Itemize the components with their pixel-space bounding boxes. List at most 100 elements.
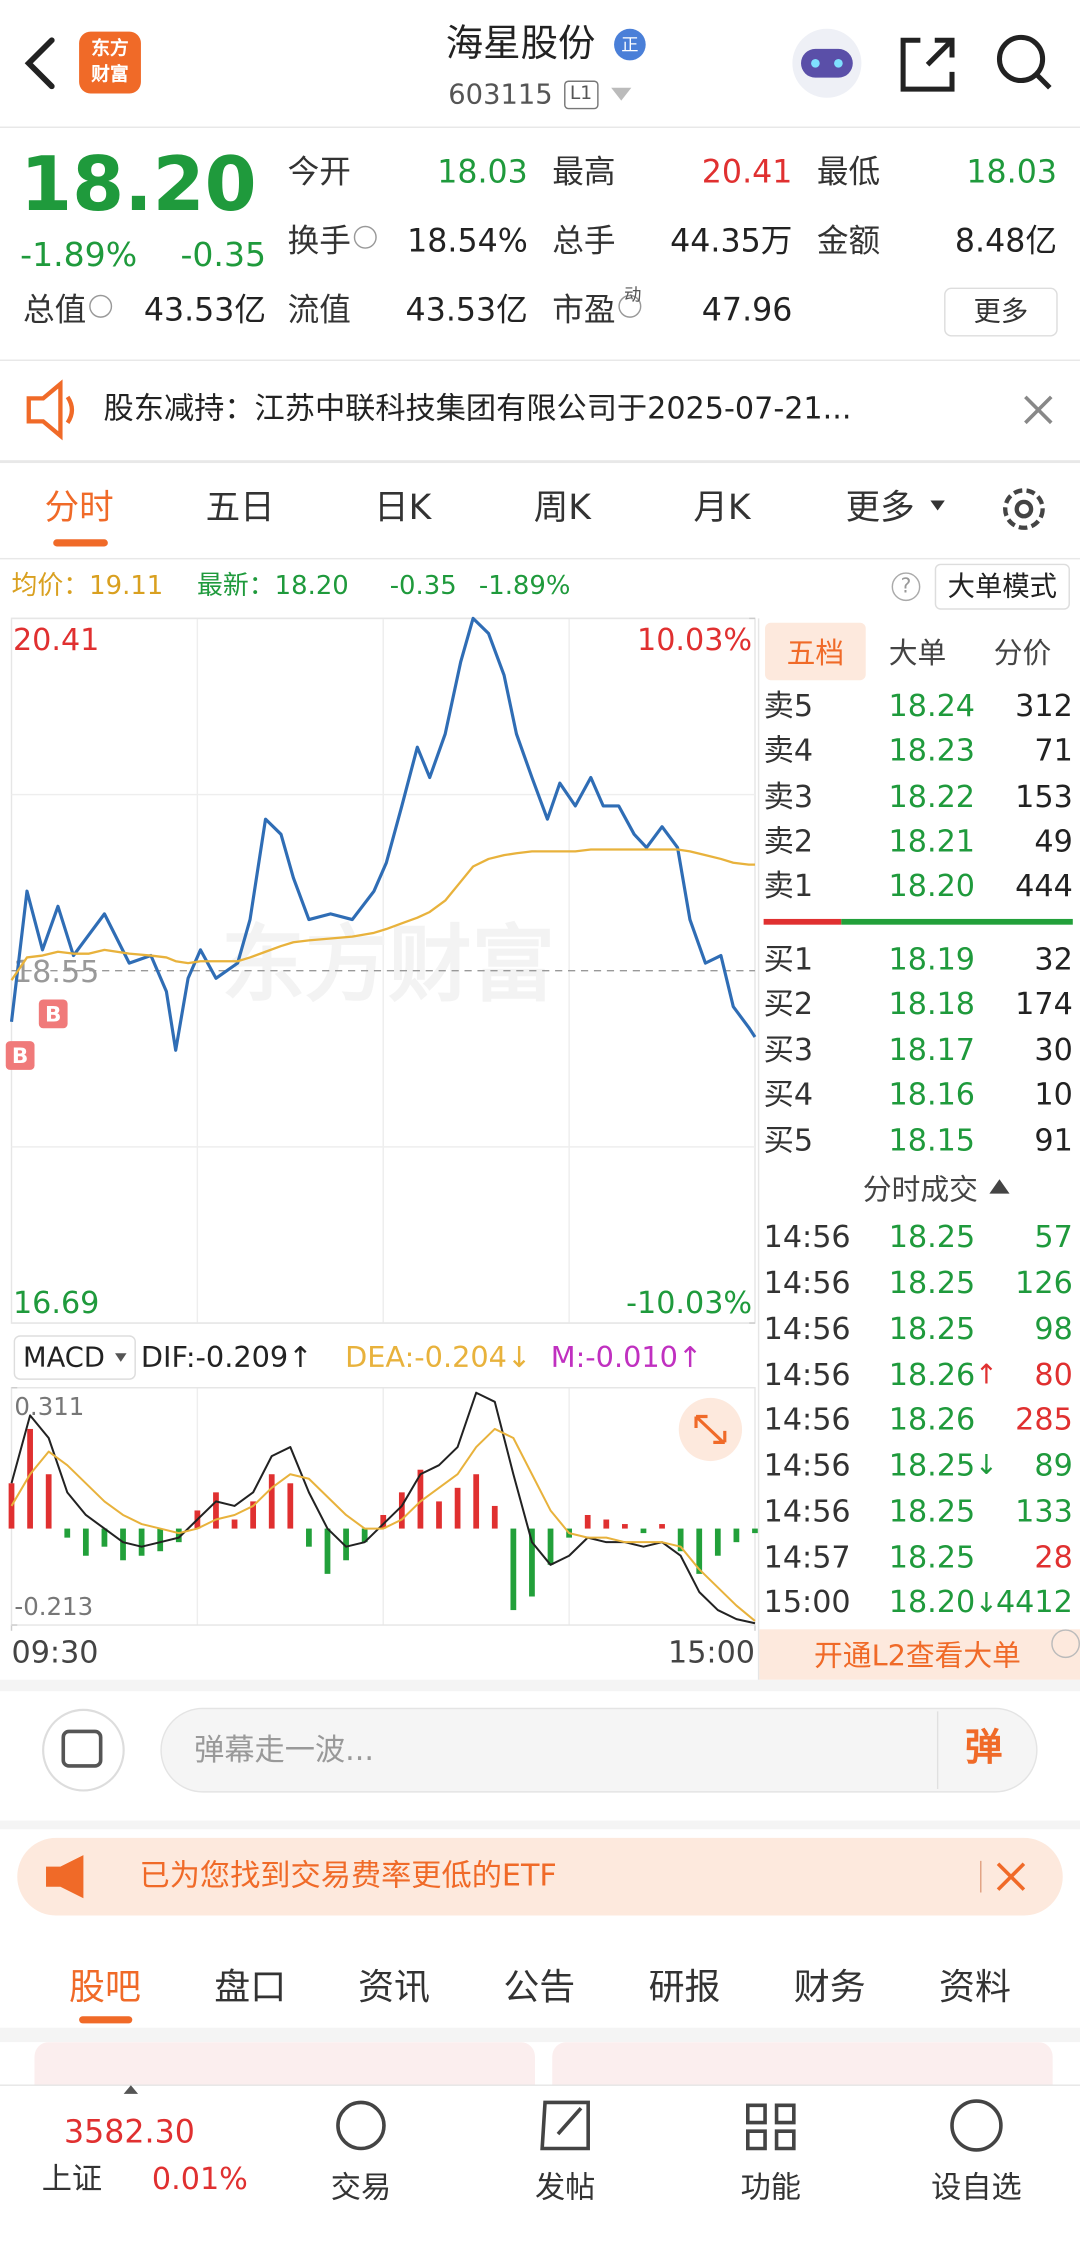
index-value[interactable]: 3582.30 (64, 2114, 195, 2151)
divider (0, 1679, 1080, 1692)
help-icon[interactable]: ? (891, 572, 921, 602)
series-line (9, 616, 757, 1052)
nav-item[interactable]: 交易 (330, 2170, 392, 2206)
level-volume: 91 (1034, 1123, 1073, 1159)
macd-bar (529, 1528, 535, 1597)
nav-item[interactable]: 发帖 (534, 2170, 596, 2206)
macd-bar (101, 1528, 108, 1547)
level-label: 买1 (763, 942, 814, 977)
trades-title: 分时成交 (862, 1172, 978, 1207)
trade-volume: 57 (1034, 1219, 1073, 1255)
level-volume: 10 (1034, 1077, 1073, 1113)
macd-bar (640, 1528, 647, 1534)
macd-bar (27, 1428, 33, 1529)
section-tab[interactable]: 股吧 (69, 1965, 141, 2007)
chart-tab[interactable]: 日K (374, 487, 432, 529)
section-tab[interactable]: 盘口 (214, 1965, 287, 2007)
settings-button[interactable] (992, 477, 1055, 540)
comment-input[interactable] (160, 1707, 1038, 1793)
macd-bar (64, 1528, 71, 1538)
ad-close[interactable] (996, 1862, 1026, 1891)
nav-item[interactable]: 功能 (740, 2170, 802, 2206)
indicator-caret (115, 1353, 127, 1362)
macd-bar (659, 1524, 665, 1529)
ad-background[interactable] (17, 1837, 1063, 1916)
macd-bar (622, 1524, 628, 1529)
ad-text[interactable]: 已为您找到交易费率更低的ETF (139, 1858, 557, 1893)
l2-banner-bg[interactable] (759, 1629, 1080, 1680)
chart-tab[interactable]: 分时 (44, 487, 114, 529)
macd-bar (417, 1469, 424, 1529)
level-caret (611, 87, 632, 101)
divider (0, 359, 1080, 361)
section-tab[interactable]: 财务 (793, 1965, 866, 2007)
orderbook-tab[interactable]: 分价 (993, 635, 1052, 671)
series-line (10, 1391, 756, 1625)
chart-tab[interactable]: 五日 (205, 487, 275, 529)
big-order-mode[interactable]: 大单模式 (934, 563, 1070, 610)
back-button[interactable] (24, 37, 55, 90)
buy-marker: B (45, 1002, 61, 1027)
share-button[interactable] (900, 37, 955, 92)
trade-time: 14:56 (763, 1311, 851, 1346)
more-button[interactable]: 更多 (944, 287, 1058, 337)
trade-flag: ↓ (975, 1450, 998, 1482)
macd-bar (231, 1519, 238, 1529)
orderbook-tab[interactable]: 大单 (888, 635, 947, 671)
section-tab[interactable]: 资料 (939, 1965, 1011, 2007)
tab-underline (53, 539, 108, 547)
nav-item[interactable]: 设自选 (931, 2170, 1022, 2206)
stat-label: 最低 (816, 154, 881, 191)
stat-label: 总手 (552, 223, 616, 260)
macd-legend: DEA:-0.204↓ (345, 1340, 531, 1374)
stat-value: 18.54% (407, 223, 528, 260)
stock-name: 海星股份 (445, 22, 596, 66)
macd-bar (324, 1528, 331, 1574)
trade-time: 14:56 (763, 1493, 851, 1529)
indicator-select (13, 1335, 136, 1380)
danmaku-toggle[interactable] (42, 1708, 125, 1792)
comment-placeholder[interactable]: 弹幕走一波... (194, 1733, 374, 1768)
trade-price: 18.25 (888, 1539, 976, 1575)
index-caret (123, 2085, 139, 2094)
last-price: 18.20 (20, 141, 257, 229)
chart-tab[interactable]: 更多 (845, 487, 915, 529)
l2-close[interactable] (1051, 1629, 1080, 1659)
section-tab[interactable]: 公告 (503, 1965, 576, 2007)
series-line (10, 1427, 756, 1622)
buy-marker: B (12, 1044, 28, 1069)
orderbook-tab[interactable]: 五档 (786, 635, 845, 671)
stat-value: 20.41 (701, 154, 793, 191)
trade-time: 14:56 (763, 1219, 851, 1255)
trade-price: 18.25 (888, 1265, 976, 1301)
level-price: 18.15 (888, 1123, 976, 1159)
trade-volume: 285 (1015, 1402, 1073, 1438)
macd-bar (696, 1528, 703, 1574)
stat-value: 18.03 (437, 154, 528, 191)
macd-bar (454, 1487, 461, 1529)
info-icon[interactable] (353, 225, 377, 249)
trade-price: 18.25 (888, 1311, 976, 1346)
depth-bar-red (763, 918, 842, 925)
section-tab[interactable]: 研报 (648, 1965, 721, 2007)
info-icon[interactable] (618, 294, 642, 318)
trade-volume: 133 (1015, 1493, 1073, 1529)
danmaku-button[interactable]: 弹 (964, 1726, 1003, 1770)
stat-label: 换手 (287, 223, 351, 260)
search-button[interactable] (996, 34, 1052, 90)
trade-volume: 28 (1034, 1539, 1073, 1575)
section-tab[interactable]: 资讯 (358, 1965, 430, 2007)
logo-text: 东方 (91, 38, 129, 61)
y2-tick-label: -10.03% (626, 1286, 752, 1321)
chart-tab[interactable]: 月K (693, 487, 751, 529)
buy-marker-bg (38, 999, 68, 1029)
megaphone-icon (46, 1855, 84, 1899)
macd-bar (380, 1514, 387, 1529)
level-volume: 153 (1015, 779, 1073, 815)
l2-banner[interactable]: 开通L2查看大单 (814, 1637, 1021, 1673)
notice-icons (26, 379, 1053, 441)
chart-tab[interactable]: 周K (533, 487, 591, 529)
info-icon[interactable] (89, 294, 113, 318)
notice-close[interactable] (1024, 395, 1053, 425)
macd-bar (677, 1528, 684, 1552)
